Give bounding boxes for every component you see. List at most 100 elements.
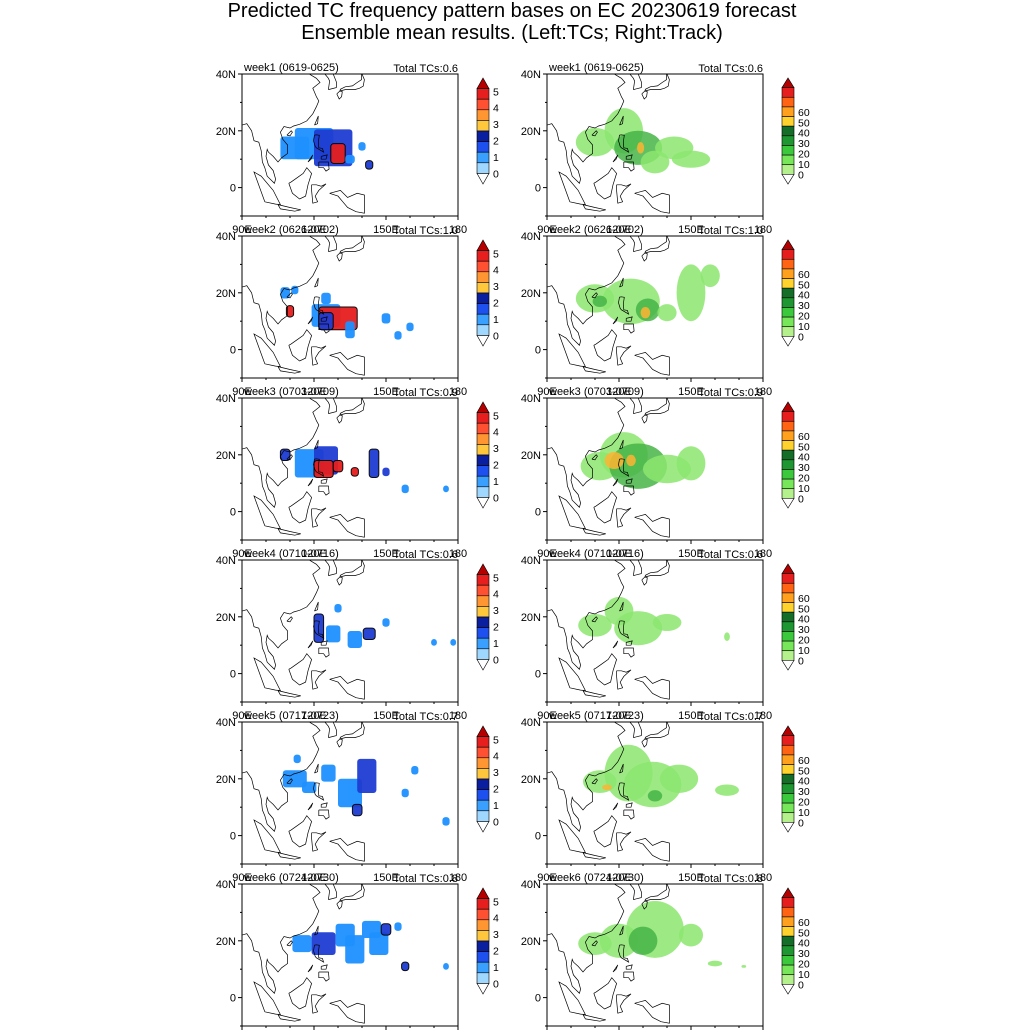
coastline <box>547 74 670 214</box>
colorbar-tick-label: 40 <box>798 776 810 788</box>
colorbar-tick-label: 50 <box>798 279 810 291</box>
colorbar-tick-label: 0 <box>798 817 804 829</box>
colorbar-tick-label: 50 <box>798 603 810 615</box>
lon-tick-label: 150E <box>678 224 704 236</box>
colorbar-tick-label: 30 <box>798 786 810 798</box>
tcs-contour-patch <box>347 631 362 649</box>
track-contour-patch <box>628 926 658 955</box>
lon-tick-label: 90E <box>232 710 252 722</box>
coastline <box>242 236 365 376</box>
lon-tick-label: 120E <box>301 872 327 884</box>
colorbar-tick-label: 40 <box>798 128 810 140</box>
lon-tick-label: 180 <box>449 386 467 398</box>
colorbar-tick-label: 4 <box>493 427 499 439</box>
lat-tick-label: 20N <box>521 288 541 300</box>
colorbar-tick-label: 50 <box>798 441 810 453</box>
tcs-contour-patch <box>382 467 390 477</box>
track-contour-patch <box>707 960 723 967</box>
tcs-map-week1: 40N 20N 0 90E 120E 150E 180 week1 (0619-0625) To… <box>216 62 499 236</box>
lon-tick-label: 150E <box>373 548 399 560</box>
colorbar-tick-label: 1 <box>493 962 499 974</box>
lon-tick-label: 150E <box>373 386 399 398</box>
lat-tick-label: 40N <box>216 717 236 729</box>
colorbar-tick-label: 2 <box>493 622 499 634</box>
tcs-contour-patch <box>321 764 336 782</box>
colorbar-tick-label: 20 <box>798 959 810 971</box>
lon-tick-label: 180 <box>449 548 467 560</box>
colorbar-tick-label: 0 <box>798 331 804 343</box>
lon-tick-label: 120E <box>606 710 632 722</box>
colorbar-tick-label: 50 <box>798 117 810 129</box>
tcs-map-week5: 40N 20N 0 90E 120E 150E 180 week5 (0717-0723) To… <box>216 710 499 884</box>
tcs-contour-patch <box>292 935 312 953</box>
week-label: week1 (0619-0625) <box>243 62 339 74</box>
colorbar-tick-label: 0 <box>493 978 499 990</box>
tcs-contour-patch <box>330 143 346 164</box>
colorbar-tick-label: 2 <box>493 946 499 958</box>
map-frame <box>546 721 764 865</box>
colorbar-tick-label: 1 <box>493 152 499 164</box>
total-tcs-label: Total TCs:0.8 <box>393 873 458 885</box>
track-contour-patch <box>741 964 747 968</box>
track-contour-patch <box>637 142 645 154</box>
lon-tick-label: 180 <box>449 872 467 884</box>
week-label: week2 (0626-0702) <box>243 224 339 236</box>
lon-tick-label: 120E <box>301 710 327 722</box>
week-label: week3 (0703-0709) <box>243 386 339 398</box>
tcs-contour-patch <box>345 935 365 964</box>
lon-tick-label: 180 <box>754 224 772 236</box>
lon-tick-label: 90E <box>537 710 557 722</box>
total-tcs-label: Total TCs:0.9 <box>393 387 458 399</box>
tcs-contour-patch <box>450 638 457 646</box>
colorbar-tick-label: 0 <box>493 330 499 342</box>
coastline <box>242 722 365 862</box>
lon-tick-label: 150E <box>678 386 704 398</box>
lon-tick-label: 180 <box>449 710 467 722</box>
map-frame <box>546 235 764 379</box>
lat-tick-label: 0 <box>230 183 236 195</box>
colorbar-tick-label: 5 <box>493 86 499 98</box>
colorbar-tick-label: 1 <box>493 314 499 326</box>
colorbar-tick-label: 0 <box>798 493 804 505</box>
colorbar-tick-label: 3 <box>493 605 499 617</box>
colorbar-tick-label: 60 <box>798 269 810 281</box>
lat-tick-label: 20N <box>216 774 236 786</box>
lat-tick-label: 20N <box>216 936 236 948</box>
colorbar-tick-label: 5 <box>493 248 499 260</box>
track-map-week5: 40N 20N 0 90E 120E 150E 180 week5 (0717-0723) To… <box>521 710 810 884</box>
colorbar-tick-label: 4 <box>493 913 499 925</box>
total-tcs-label: Total TCs:0.6 <box>393 63 458 75</box>
tcs-contour-patch <box>311 932 336 955</box>
lon-tick-label: 150E <box>678 872 704 884</box>
track-contour-patch <box>640 307 651 319</box>
track-contour-patch <box>626 454 636 467</box>
tcs-contour-patch <box>313 613 325 643</box>
lat-tick-label: 0 <box>535 831 541 843</box>
colorbar-tick-label: 4 <box>493 103 499 115</box>
tcs-contour-patch <box>332 459 344 473</box>
colorbar-tick-label: 5 <box>493 572 499 584</box>
colorbar-tick-label: 20 <box>798 311 810 323</box>
lat-tick-label: 20N <box>521 450 541 462</box>
tcs-contour-patch <box>357 758 377 793</box>
track-contour-patch <box>592 295 607 307</box>
lat-tick-label: 0 <box>535 507 541 519</box>
tcs-contour-patch <box>411 766 419 775</box>
colorbar-tick-label: 4 <box>493 589 499 601</box>
map-frame <box>241 73 459 217</box>
track-map-week4: 40N 20N 0 90E 120E 150E 180 week4 (0710-0716) To… <box>521 548 810 722</box>
coastline <box>242 398 365 538</box>
lon-tick-label: 120E <box>606 386 632 398</box>
colorbar-tick-label: 40 <box>798 614 810 626</box>
map-frame <box>241 559 459 703</box>
week-label: week4 (0710-0716) <box>243 548 339 560</box>
lat-tick-label: 40N <box>521 231 541 243</box>
map-frame <box>546 559 764 703</box>
coastline <box>547 884 670 1024</box>
colorbar-tick-label: 20 <box>798 149 810 161</box>
colorbar-tick-label: 5 <box>493 410 499 422</box>
track-contour-patch <box>575 127 615 157</box>
colorbar-tick-label: 3 <box>493 119 499 131</box>
